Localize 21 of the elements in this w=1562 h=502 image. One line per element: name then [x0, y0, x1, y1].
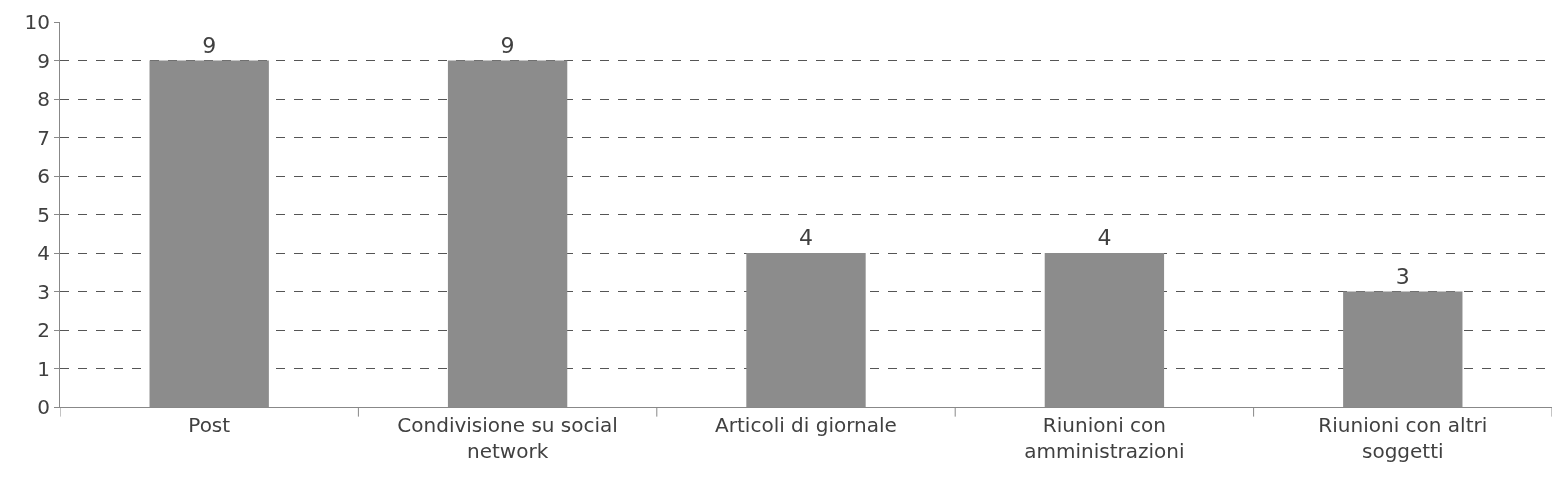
data-label: 4 [1097, 225, 1112, 250]
y-tick-label: 1 [37, 356, 50, 381]
x-tick-label: Riunioni con amministrazioni [1024, 413, 1185, 463]
y-tick-label: 7 [37, 125, 50, 150]
data-label: 4 [799, 225, 813, 250]
x-tick-label: Riunioni con altri soggetti [1318, 413, 1488, 463]
y-tick-label: 8 [37, 87, 50, 111]
y-tick-label: 4 [37, 241, 50, 265]
y-tick-label: 9 [37, 48, 50, 73]
y-tick-label: 0 [37, 395, 50, 419]
data-label: 9 [500, 32, 515, 58]
y-tick-label: 5 [37, 202, 50, 227]
y-tick-label: 2 [37, 318, 50, 342]
x-tick-label: Post [188, 413, 231, 437]
y-tick-label: 6 [37, 164, 50, 188]
x-tick-label: Articoli di giornale [715, 413, 897, 437]
y-tick-label: 10 [24, 10, 50, 34]
data-label: 3 [1395, 263, 1410, 289]
data-label: 9 [202, 32, 217, 58]
y-tick-label: 3 [37, 279, 50, 304]
x-tick-label: Condivisione su social network [397, 413, 618, 463]
